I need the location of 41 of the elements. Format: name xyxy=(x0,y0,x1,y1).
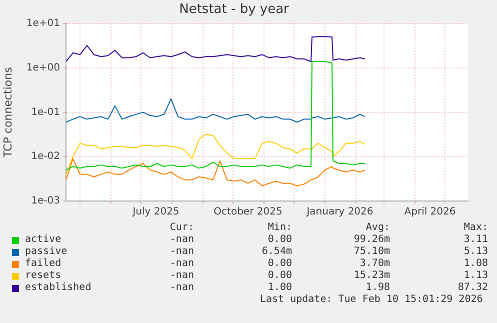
text: 0.00 xyxy=(266,258,292,270)
text: 1.08 xyxy=(462,258,488,270)
text: Max: xyxy=(462,222,488,234)
text: 15.23m xyxy=(352,270,390,282)
text: -nan xyxy=(168,258,194,270)
legend-label: failed xyxy=(25,258,62,270)
text: 3.70m xyxy=(358,258,390,270)
legend-label: active xyxy=(25,234,62,246)
legend-label: resets xyxy=(25,270,62,282)
text: Cur: xyxy=(168,222,194,234)
y-axis-title: TCP connections xyxy=(1,66,14,158)
text: 0.00 xyxy=(266,234,292,246)
text: 6.54m xyxy=(260,246,292,258)
text: 1.13 xyxy=(462,270,488,282)
y-tick-label: 1e+00 xyxy=(26,62,60,74)
text: Last update: Tue Feb 10 15:01:29 2026 xyxy=(259,294,484,306)
text: Avg: xyxy=(364,222,390,234)
text: 87.32 xyxy=(456,282,488,294)
text: 3.11 xyxy=(462,234,488,246)
text: -nan xyxy=(168,246,194,258)
y-tick-label: 1e-02 xyxy=(31,151,60,162)
legend-label: established xyxy=(25,282,92,294)
text: 99.26m xyxy=(352,234,390,246)
text: 5.13 xyxy=(462,246,488,258)
text: 1.98 xyxy=(364,282,390,294)
text: -nan xyxy=(168,270,194,282)
text: -nan xyxy=(168,282,194,294)
x-tick-label: October 2025 xyxy=(214,206,282,218)
y-tick-label: 1e+01 xyxy=(26,18,60,30)
y-tick-label: 1e-03 xyxy=(31,196,60,207)
text: 1.00 xyxy=(266,282,292,294)
text: 75.10m xyxy=(352,246,390,258)
x-tick-label: July 2025 xyxy=(132,206,180,218)
legend-label: passive xyxy=(25,246,68,258)
y-tick-label: 1e-01 xyxy=(31,106,60,118)
text: 0.00 xyxy=(266,270,292,282)
x-tick-label: April 2026 xyxy=(404,206,456,218)
chart-title: Netstat - by year xyxy=(179,2,290,18)
x-tick-label: January 2026 xyxy=(306,206,374,218)
text: Min: xyxy=(266,222,292,234)
text: -nan xyxy=(168,234,194,246)
